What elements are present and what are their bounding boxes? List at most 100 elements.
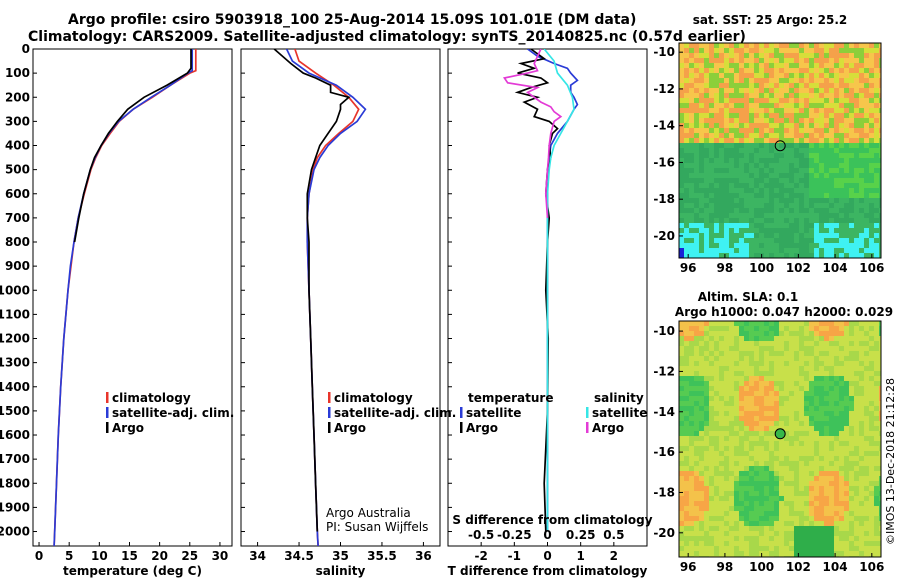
- sst-map-cell: [869, 48, 874, 53]
- sst-map-cell: [799, 73, 804, 78]
- sla-map-cell: [694, 381, 699, 386]
- sst-map-cell: [719, 208, 724, 213]
- sla-map-cell: [774, 356, 779, 361]
- sla-map-cell: [754, 396, 759, 401]
- sst-map-cell: [684, 208, 689, 213]
- sst-map-cell: [799, 63, 804, 68]
- sla-map-cell: [774, 381, 779, 386]
- sla-map-cell: [869, 386, 874, 391]
- sla-map-cell: [874, 521, 879, 526]
- sla-map-cell: [879, 516, 881, 521]
- sla-map-cell: [869, 526, 874, 531]
- sla-map-cell: [819, 526, 824, 531]
- sst-map-cell: [854, 168, 859, 173]
- sst-map-xtick-label: 106: [859, 261, 884, 275]
- sst-map-cell: [769, 58, 774, 63]
- sla-map-cell: [849, 431, 854, 436]
- sst-map-cell: [854, 123, 859, 128]
- sla-map-cell: [789, 336, 794, 341]
- sla-map-cell: [829, 506, 834, 511]
- sla-map-cell: [829, 346, 834, 351]
- sla-map-cell: [859, 381, 864, 386]
- sst-map-cell: [749, 78, 754, 83]
- sla-map-cell: [684, 346, 689, 351]
- sst-map-cell: [699, 203, 704, 208]
- sst-map-cell: [724, 228, 729, 233]
- sla-map-cell: [794, 536, 799, 541]
- sla-map-cell: [714, 541, 719, 546]
- sla-map-cell: [809, 486, 814, 491]
- sla-map-cell: [694, 486, 699, 491]
- sst-map-cell: [729, 138, 734, 143]
- sla-map-cell: [844, 526, 849, 531]
- sla-map-cell: [814, 476, 819, 481]
- sst-map-cell: [724, 53, 729, 58]
- sla-map-cell: [824, 376, 829, 381]
- sst-map-cell: [794, 43, 799, 48]
- sla-map-cell: [794, 426, 799, 431]
- sst-map-cell: [729, 98, 734, 103]
- sla-map-cell: [839, 371, 844, 376]
- sst-map-cell: [774, 178, 779, 183]
- sst-map-cell: [779, 103, 784, 108]
- sst-map-cell: [684, 68, 689, 73]
- sst-map-cell: [759, 123, 764, 128]
- sst-map-cell: [709, 88, 714, 93]
- sla-map-cell: [814, 456, 819, 461]
- sst-map-cell: [814, 118, 819, 123]
- sst-map-cell: [729, 163, 734, 168]
- sla-map-cell: [704, 471, 709, 476]
- sla-map-cell: [854, 336, 859, 341]
- sst-map-cell: [864, 143, 869, 148]
- sla-map-cell: [829, 356, 834, 361]
- sla-map-cell: [854, 501, 859, 506]
- sla-map-cell: [749, 366, 754, 371]
- sst-map-cell: [684, 163, 689, 168]
- sal-legend-item-swatch: [328, 392, 331, 403]
- sla-map-cell: [829, 411, 834, 416]
- sst-map-cell: [879, 238, 881, 243]
- sst-map-cell: [779, 88, 784, 93]
- sst-map-cell: [789, 113, 794, 118]
- sla-map-cell: [839, 411, 844, 416]
- sst-map-cell: [789, 183, 794, 188]
- sst-map-cell: [839, 228, 844, 233]
- sst-map-cell: [744, 68, 749, 73]
- sla-map-cell: [799, 351, 804, 356]
- sla-map-cell: [789, 331, 794, 336]
- sla-map-cell: [729, 346, 734, 351]
- sla-map-cell: [769, 496, 774, 501]
- sla-map-cell: [829, 546, 834, 551]
- sla-map-cell: [829, 466, 834, 471]
- sst-map-cell: [849, 113, 854, 118]
- sla-map-cell: [744, 546, 749, 551]
- sla-map-cell: [819, 471, 824, 476]
- sst-map-cell: [684, 43, 689, 48]
- sla-map-cell: [829, 321, 834, 326]
- sst-map-cell: [689, 238, 694, 243]
- sst-map-cell: [814, 113, 819, 118]
- sla-map-cell: [809, 381, 814, 386]
- sla-map-cell: [784, 431, 789, 436]
- sla-map-cell: [849, 536, 854, 541]
- sst-map-cell: [879, 103, 881, 108]
- sla-map-cell: [684, 546, 689, 551]
- sla-map-cell: [784, 511, 789, 516]
- sst-map-cell: [879, 53, 881, 58]
- sla-map-cell: [874, 351, 879, 356]
- sla-map-cell: [834, 526, 839, 531]
- sst-map-cell: [864, 103, 869, 108]
- sla-map-cell: [819, 406, 824, 411]
- sst-map-ytick-label: -16: [653, 155, 675, 169]
- sst-map-cell: [694, 253, 699, 258]
- sst-map-cell: [874, 233, 879, 238]
- sla-map-cell: [814, 461, 819, 466]
- sla-map-cell: [779, 421, 784, 426]
- sla-map-cell: [824, 326, 829, 331]
- sla-map-cell: [734, 341, 739, 346]
- sla-map-cell: [794, 416, 799, 421]
- sla-map-cell: [854, 361, 859, 366]
- sst-map-cell: [734, 243, 739, 248]
- sla-map-cell: [684, 416, 689, 421]
- sst-map-cell: [854, 73, 859, 78]
